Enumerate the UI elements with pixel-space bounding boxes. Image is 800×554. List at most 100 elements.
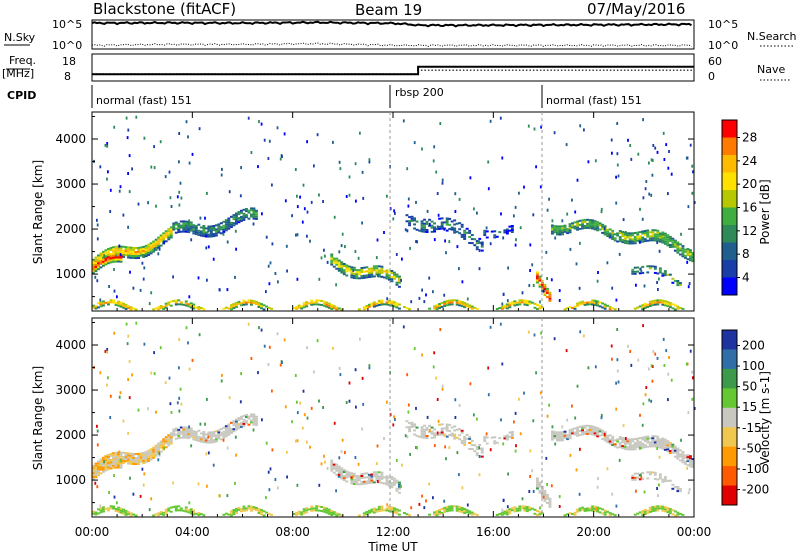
velocity-cell — [132, 459, 136, 461]
velocity-cell — [96, 424, 98, 428]
velocity-cell — [227, 513, 231, 516]
velocity-cell — [92, 466, 95, 469]
power-cell — [639, 267, 642, 271]
time-axis: 00:00 04:00 08:00 12:00 16:00 20:00 00:00 — [75, 112, 711, 539]
power-cell — [591, 221, 595, 224]
power-cell — [643, 232, 647, 234]
power-cell — [149, 250, 153, 253]
velocity-cell — [596, 427, 600, 430]
power-cell — [615, 201, 618, 205]
power-cell — [673, 279, 677, 282]
velocity-cell — [493, 442, 497, 445]
power-cell — [194, 231, 198, 234]
power-cell — [124, 303, 128, 306]
power-cell — [633, 270, 637, 273]
power-cell — [114, 245, 118, 248]
power-cell — [109, 301, 113, 304]
velocity-cell — [102, 468, 105, 471]
power-cell — [643, 240, 647, 243]
power-cell — [679, 247, 682, 250]
power-cell — [601, 306, 605, 309]
power-cell — [237, 217, 241, 220]
power-cell — [386, 297, 389, 301]
velocity-cell — [174, 507, 178, 510]
power-cell — [204, 216, 206, 220]
velocity-cell — [255, 421, 258, 424]
power-cell — [255, 217, 258, 220]
power-cell — [302, 304, 306, 307]
power-cell — [631, 270, 635, 273]
velocity-cell — [127, 456, 131, 459]
power-cell — [232, 218, 236, 221]
power-cell — [169, 228, 173, 231]
power-cell — [271, 242, 274, 246]
velocity-cell — [613, 443, 617, 446]
power-cell — [631, 238, 635, 241]
power-cell — [671, 245, 675, 248]
power-cell — [260, 122, 263, 126]
velocity-cell — [685, 362, 688, 366]
velocity-cell — [207, 451, 210, 455]
power-cell — [598, 305, 602, 308]
power-cell — [112, 301, 116, 304]
power-cell — [676, 280, 680, 282]
power-cell — [310, 303, 314, 306]
power-cell — [624, 231, 627, 234]
power-cell — [199, 216, 202, 220]
power-cell — [219, 232, 223, 235]
power-cell — [388, 276, 391, 279]
velocity-cell — [454, 416, 457, 419]
velocity-cell — [563, 436, 567, 439]
power-cell — [134, 308, 138, 311]
velocity-cell — [598, 434, 602, 437]
power-cell — [579, 241, 581, 245]
power-cell — [551, 226, 554, 229]
velocity-cell — [252, 415, 256, 418]
power-cell — [189, 302, 193, 305]
power-cell — [588, 221, 592, 223]
velocity-cell — [157, 448, 161, 451]
power-cell — [606, 230, 610, 233]
power-cell — [332, 140, 334, 144]
power-cell — [591, 223, 595, 226]
velocity-cell — [681, 459, 685, 462]
velocity-cell — [152, 456, 156, 459]
velocity-cell — [147, 451, 151, 454]
power-cell — [663, 272, 667, 275]
velocity-cell — [615, 407, 618, 411]
velocity-cell — [663, 448, 667, 451]
power-cell — [656, 239, 660, 242]
velocity-cell — [365, 511, 369, 513]
power-cell — [656, 272, 660, 275]
power-cell — [561, 229, 565, 232]
velocity-cell — [393, 479, 396, 482]
velocity-cell — [106, 350, 109, 354]
power-cell — [653, 301, 657, 304]
velocity-cell — [430, 430, 434, 433]
velocity-cell — [548, 501, 552, 504]
power-cell — [355, 269, 359, 272]
velocity-cell — [566, 418, 569, 422]
power-cell — [97, 264, 100, 267]
power-cell — [167, 234, 171, 237]
power-cell — [365, 307, 369, 310]
velocity-cell — [285, 450, 288, 454]
power-cell — [169, 236, 173, 239]
velocity-cell — [119, 459, 122, 463]
power-cell — [122, 304, 126, 307]
power-cell — [646, 305, 650, 308]
velocity-cell — [435, 434, 439, 437]
power-cell — [640, 270, 643, 274]
power-cell — [237, 221, 241, 224]
velocity-cell — [616, 328, 619, 331]
velocity-cell — [553, 435, 557, 438]
power-cell — [94, 275, 97, 279]
velocity-cell — [657, 494, 659, 497]
velocity-cell — [641, 444, 645, 447]
velocity-cell — [673, 451, 677, 454]
power-cell — [202, 235, 206, 238]
power-cell — [506, 299, 509, 303]
power-cell — [573, 227, 577, 230]
power-cell — [240, 302, 243, 305]
